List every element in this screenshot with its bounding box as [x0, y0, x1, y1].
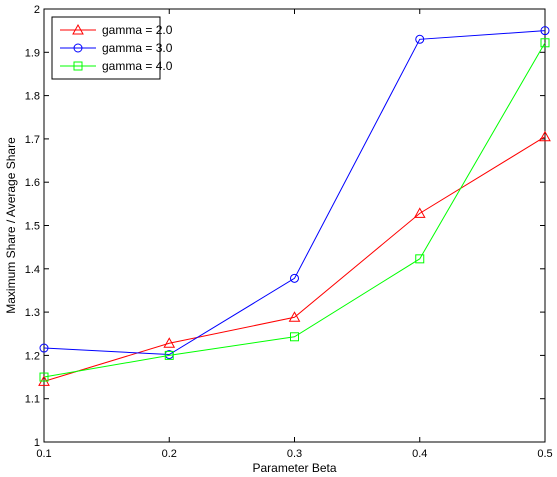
series-line: [43, 42, 546, 378]
data-point: [39, 372, 49, 382]
y-tick-label: 1.2: [25, 350, 40, 362]
legend-item: gamma = 3.0: [60, 41, 173, 55]
y-tick-label: 2: [34, 4, 40, 16]
data-point: [164, 350, 174, 360]
y-tick-label: 1.4: [25, 264, 40, 276]
legend-item: gamma = 4.0: [60, 59, 173, 73]
data-point: [415, 34, 425, 44]
data-point: [290, 273, 299, 283]
legend-label: gamma = 4.0: [102, 59, 173, 73]
legend: gamma = 2.0 gamma = 3.0 gamma = 4.0: [51, 16, 173, 80]
legend-item: gamma = 2.0: [60, 23, 173, 37]
data-point: [288, 311, 301, 322]
legend-label: gamma = 2.0: [102, 23, 173, 37]
data-point: [540, 26, 550, 36]
x-axis-label: Parameter Beta: [252, 461, 336, 475]
x-tick-label: 0.5: [537, 448, 552, 460]
y-tick-label: 1.6: [25, 177, 40, 189]
data-point: [39, 343, 49, 353]
series-line: [43, 30, 546, 356]
data-point: [540, 38, 550, 48]
y-tick-label: 1.8: [25, 91, 40, 103]
data-point: [413, 207, 426, 218]
y-axis-label: Maximum Share / Average Share: [4, 137, 18, 314]
data-point: [415, 254, 425, 264]
x-tick-label: 0.1: [36, 448, 51, 460]
legend-marker: [73, 61, 83, 71]
y-tick-label: 1.3: [25, 307, 40, 319]
plot-area: 0.1 0.2 0.3 0.4 0.5 1 1.1 1.2 1.3 1.4 1.5 1.6 1.7 1.8…: [25, 4, 553, 460]
y-tick-label: 1: [34, 437, 40, 449]
series-3: [39, 38, 550, 382]
data-point: [290, 332, 299, 342]
series-1: [38, 130, 551, 386]
x-tick-label: 0.3: [287, 448, 302, 460]
data-point: [539, 130, 551, 142]
x-tick-label: 0.2: [162, 448, 177, 460]
legend-marker: [72, 23, 84, 35]
y-tick-label: 1.9: [25, 47, 40, 59]
legend-marker: [73, 43, 83, 53]
series-layer: [38, 26, 551, 386]
y-tick-label: 1.1: [25, 394, 40, 406]
y-tick-label: 1.7: [25, 134, 40, 146]
y-tick-label: 1.5: [25, 221, 40, 233]
data-point: [163, 337, 176, 348]
legend-label: gamma = 3.0: [102, 41, 173, 55]
series-line: [43, 136, 546, 382]
x-tick-label: 0.4: [412, 448, 427, 460]
